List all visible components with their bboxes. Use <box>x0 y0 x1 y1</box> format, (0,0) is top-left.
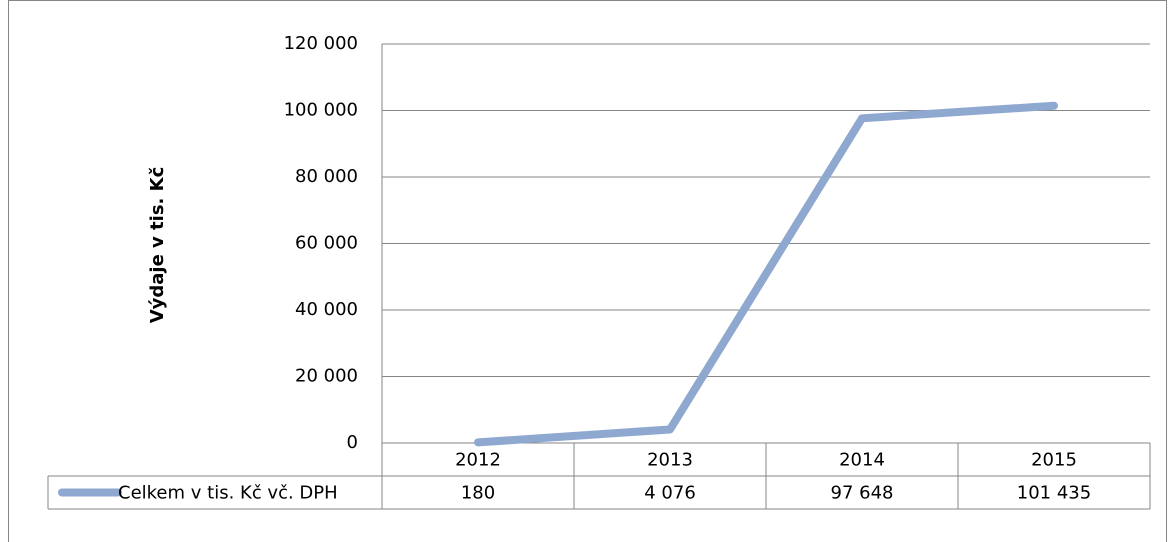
y-tick-label: 80 000 <box>295 166 358 187</box>
y-tick-label: 20 000 <box>295 366 358 387</box>
data-line <box>474 101 1058 447</box>
chart-frame <box>8 0 1167 542</box>
x-tick-label: 2014 <box>839 450 885 471</box>
y-tick-label: 0 <box>347 432 358 453</box>
legend-label: Celkem v tis. Kč vč. DPH <box>118 483 338 504</box>
data-table-value: 101 435 <box>1017 483 1091 504</box>
y-tick-label: 120 000 <box>284 33 358 54</box>
x-tick-label: 2013 <box>647 450 693 471</box>
data-table-value: 97 648 <box>831 483 894 504</box>
data-table-value: 180 <box>461 483 495 504</box>
data-table-value: 4 076 <box>644 483 696 504</box>
x-tick-label: 2015 <box>1031 450 1077 471</box>
x-tick-label: 2012 <box>455 450 501 471</box>
y-tick-label: 40 000 <box>295 299 358 320</box>
y-tick-label: 100 000 <box>284 100 358 121</box>
y-tick-label: 60 000 <box>295 233 358 254</box>
y-axis-title: Výdaje v tis. Kč <box>147 167 168 324</box>
